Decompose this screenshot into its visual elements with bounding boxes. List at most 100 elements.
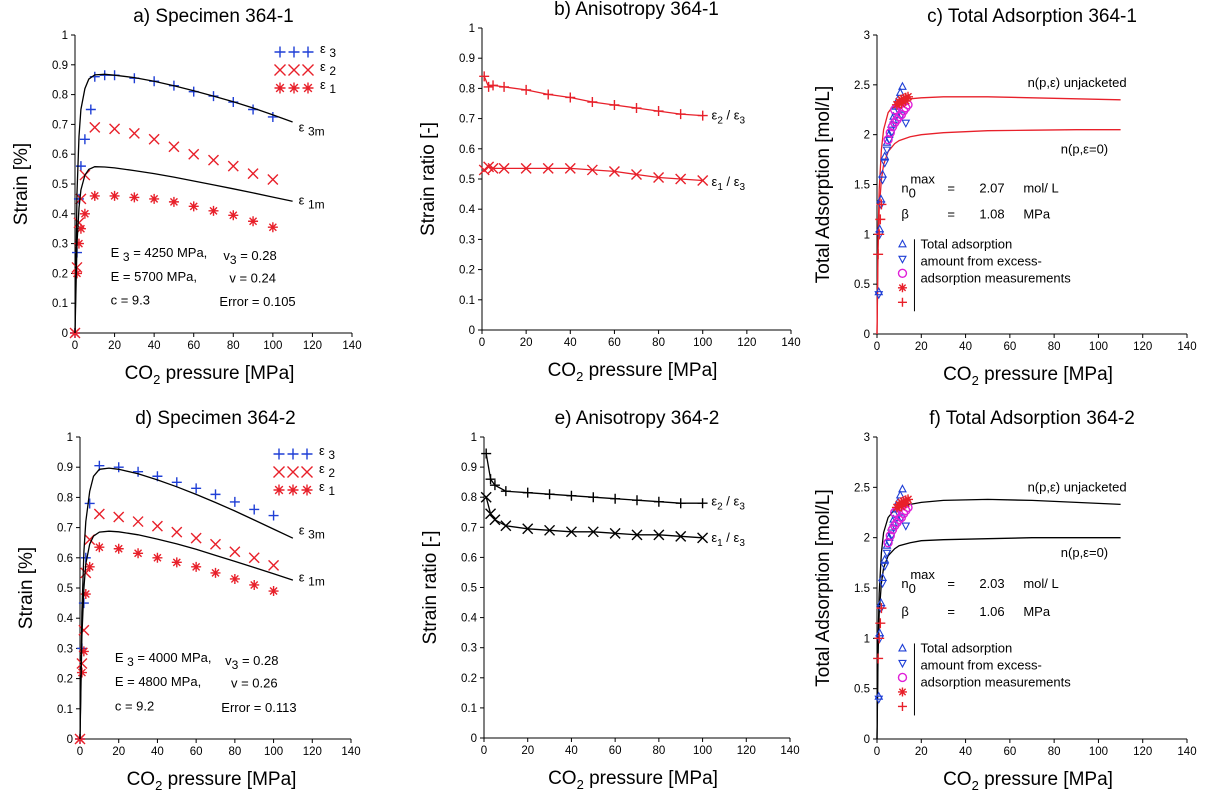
chart-title: f) Total Adsorption 364-2 — [929, 408, 1135, 429]
x-tick-label: 140 — [341, 746, 360, 758]
data-point — [485, 508, 497, 520]
series-line — [79, 530, 294, 740]
param-superscript: max — [910, 567, 935, 582]
param-annotation: v = 0.24 — [229, 270, 276, 285]
data-point — [565, 526, 577, 538]
data-point — [210, 489, 221, 500]
data-point — [489, 514, 501, 526]
data-point — [488, 80, 499, 91]
series--1m — [74, 166, 293, 334]
y-tick-label: 0.3 — [52, 239, 68, 251]
y-tick-label: 0.5 — [854, 684, 870, 696]
y-tick-label: 0 — [67, 734, 73, 746]
chart-panel-a: a) Specimen 364-1 0 20 40 60 80 100 120 140 0 0.1 0… — [11, 6, 362, 387]
y-tick-label: 0.5 — [57, 583, 73, 595]
data-point — [520, 162, 532, 174]
data-point — [876, 199, 887, 210]
data-point — [485, 474, 496, 485]
y-tick-label: 1.5 — [854, 583, 870, 595]
x-tick-label: 60 — [1003, 341, 1016, 353]
data-point — [171, 477, 182, 488]
data-point — [675, 498, 686, 509]
data-point — [500, 520, 512, 532]
y-tick-label: 0 — [864, 329, 870, 341]
x-tick-label: 0 — [77, 746, 83, 758]
y-tick-label: 0 — [864, 734, 870, 746]
data-point — [73, 238, 84, 249]
x-tick-label: 20 — [521, 745, 534, 757]
y-tick-label: 0.7 — [461, 522, 477, 534]
data-point — [168, 141, 180, 153]
data-point — [113, 462, 124, 473]
data-point — [566, 490, 577, 501]
data-point — [896, 98, 907, 109]
y-tick-label: 0.4 — [57, 613, 74, 625]
data-point — [248, 216, 259, 227]
x-tick-label: 120 — [303, 340, 322, 352]
x-tick-label: 40 — [564, 337, 577, 349]
data-point — [882, 549, 892, 558]
data-point — [148, 133, 160, 145]
series-line — [483, 76, 703, 117]
y-tick-label: 0.8 — [461, 492, 477, 504]
data-point — [89, 121, 101, 133]
data-point — [587, 526, 599, 538]
x-tick-label: 120 — [303, 746, 322, 758]
legend-label: adsorption measurements — [920, 674, 1071, 689]
legend-label: ε 3 — [320, 41, 336, 60]
data-point — [78, 624, 90, 636]
x-tick-label: 60 — [190, 746, 203, 758]
x-tick-label: 20 — [915, 746, 928, 758]
data-point — [653, 496, 664, 507]
y-axis-label: Strain ratio [-] — [420, 530, 441, 644]
data-point — [79, 208, 90, 219]
data-point — [632, 495, 642, 506]
x-tick-label: 140 — [1177, 341, 1196, 353]
legend-marker — [897, 701, 907, 711]
data-point — [499, 81, 510, 92]
data-point — [675, 530, 687, 542]
data-point — [675, 173, 687, 185]
legend-marker — [898, 239, 907, 248]
x-tick-label: 120 — [737, 337, 756, 349]
data-point — [880, 554, 890, 563]
x-tick-label: 20 — [108, 340, 121, 352]
data-point — [522, 523, 534, 535]
y-tick-label: 0.9 — [52, 60, 68, 72]
data-point — [249, 579, 260, 590]
data-point — [500, 486, 511, 497]
legend-marker — [301, 466, 313, 478]
data-point — [210, 567, 221, 578]
data-point — [191, 483, 202, 494]
chart-title: b) Anisotropy 364-1 — [554, 0, 719, 20]
data-point — [874, 229, 885, 240]
y-tick-label: 0.4 — [52, 209, 69, 221]
y-tick-label: 0.1 — [461, 703, 477, 715]
y-tick-label: 0.3 — [57, 643, 73, 655]
x-tick-label: 100 — [693, 745, 712, 757]
legend-marker — [274, 46, 286, 58]
data-point — [880, 159, 890, 168]
series-line — [876, 537, 1121, 740]
legend-marker — [301, 484, 313, 496]
x-tick-label: 120 — [1133, 341, 1152, 353]
x-axis-label: CO2 pressure [MPa] — [548, 768, 718, 792]
legend-label: Total adsorption — [920, 236, 1012, 251]
curve-label: ε1 / ε3 — [711, 530, 745, 549]
legend-marker — [273, 466, 285, 478]
legend-marker — [288, 64, 300, 76]
data-point — [188, 201, 199, 212]
y-tick-label: 0.1 — [52, 298, 68, 310]
y-axis-label: Strain [%] — [11, 143, 32, 225]
data-point — [268, 510, 279, 521]
data-point — [129, 192, 140, 203]
data-point — [903, 91, 913, 102]
data-point — [878, 176, 887, 185]
y-tick-label: 2 — [864, 130, 870, 142]
param-annotation: c = 9.3 — [111, 293, 150, 308]
data-point — [210, 538, 221, 550]
x-tick-label: 0 — [72, 340, 78, 352]
data-point — [901, 522, 911, 531]
x-axis-label: CO2 pressure [MPa] — [548, 360, 718, 384]
